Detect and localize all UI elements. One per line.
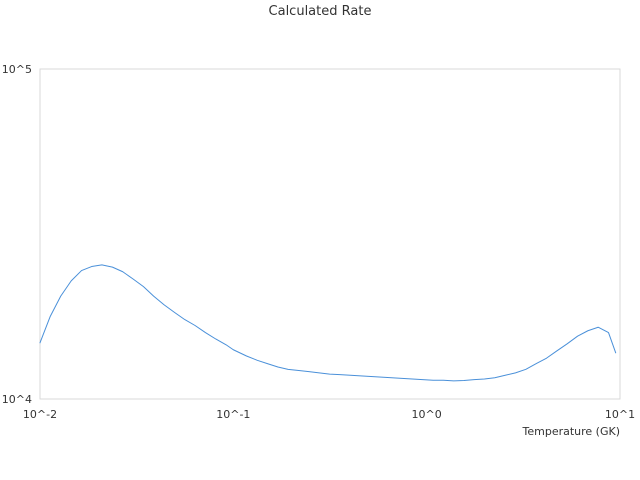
plot-area-frame <box>39 68 621 400</box>
y-tick-label: 10^4 <box>2 393 32 406</box>
plot-frame-layer <box>39 68 621 400</box>
series-line-0 <box>39 264 617 382</box>
x-tick-label: 10^0 <box>412 408 442 421</box>
tick-label-layer: 10^-2 10^-1 10^0 10^1 10^4 10^5 <box>2 63 635 421</box>
x-axis-label: Temperature (GK) <box>522 425 621 438</box>
x-tick-label: 10^1 <box>605 408 635 421</box>
series-layer <box>39 264 617 382</box>
x-tick-label: 10^-1 <box>216 408 250 421</box>
y-tick-label: 10^5 <box>2 63 32 76</box>
chart-title: Calculated Rate <box>268 4 372 19</box>
axis-label-layer: Temperature (GK) <box>522 425 621 438</box>
x-tick-label: 10^-2 <box>23 408 57 421</box>
